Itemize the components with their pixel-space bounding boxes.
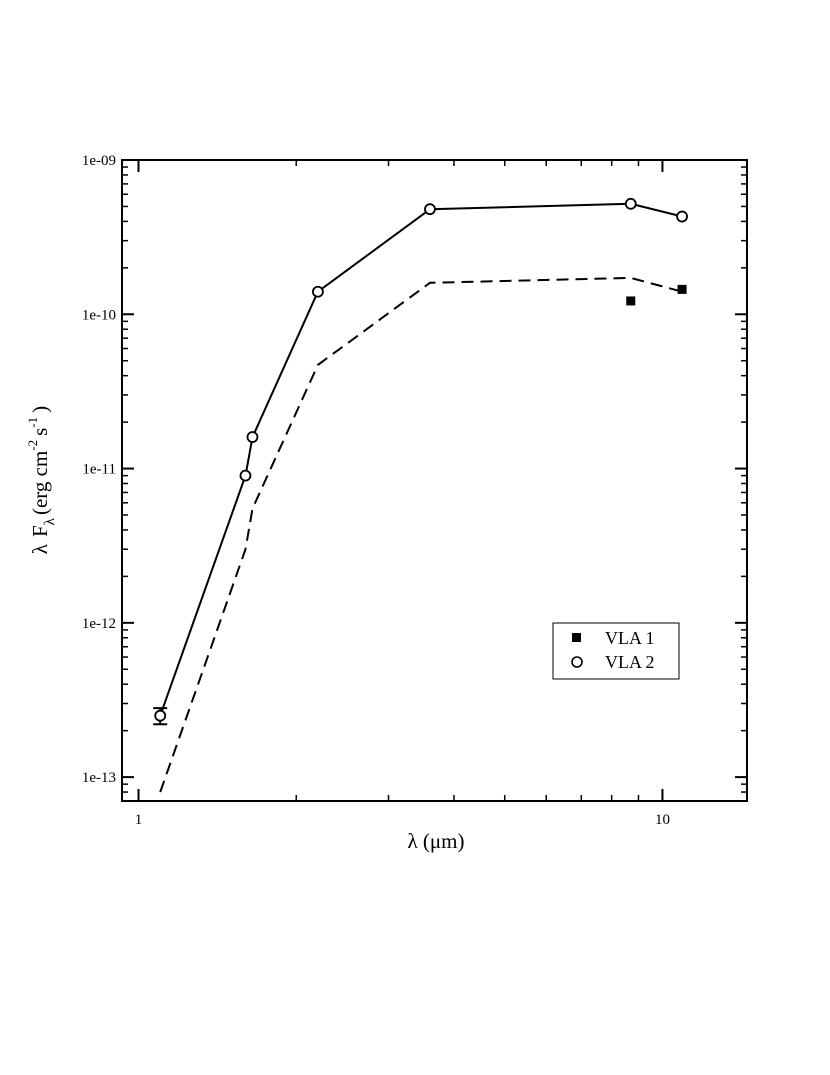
x-tick-label: 1 xyxy=(135,812,143,828)
legend-marker-vla2 xyxy=(571,656,583,668)
y-tick-label: 1e-11 xyxy=(82,462,116,478)
vla2-point xyxy=(312,285,324,298)
series-marks xyxy=(154,197,688,722)
legend: VLA 1 VLA 2 xyxy=(552,622,680,680)
y-tick-labels: 1e-13 1e-12 1e-11 1e-10 1e-09 xyxy=(82,153,116,786)
x-tick-labels: 1 10 xyxy=(135,812,670,828)
vla1-point xyxy=(677,284,687,294)
vla2-point xyxy=(424,203,436,216)
x-axis-title: λ (μm) xyxy=(407,829,464,853)
vla2-point xyxy=(246,431,259,443)
series-lines xyxy=(153,202,683,793)
x-tick-label: 10 xyxy=(655,812,670,828)
vla2-point xyxy=(624,197,637,210)
y-tick-label: 1e-09 xyxy=(82,153,116,169)
y-axis-title: λFλ(erg cm-2s-1) xyxy=(25,406,58,554)
vla2-point xyxy=(154,709,167,722)
legend-label-vla1: VLA 1 xyxy=(605,628,655,648)
major-ticks xyxy=(122,159,747,801)
vla1-point xyxy=(626,296,636,306)
vla2-point xyxy=(239,469,252,482)
y-tick-label: 1e-13 xyxy=(82,770,116,786)
minor-ticks xyxy=(122,160,747,801)
legend-marker-vla1 xyxy=(572,633,581,642)
y-tick-label: 1e-12 xyxy=(82,616,116,632)
model-dashed-line xyxy=(159,276,683,793)
y-tick-label: 1e-10 xyxy=(82,307,116,323)
legend-box xyxy=(552,622,680,680)
vla2-point xyxy=(676,210,688,223)
plot-frame xyxy=(121,159,748,802)
legend-label-vla2: VLA 2 xyxy=(605,652,655,672)
